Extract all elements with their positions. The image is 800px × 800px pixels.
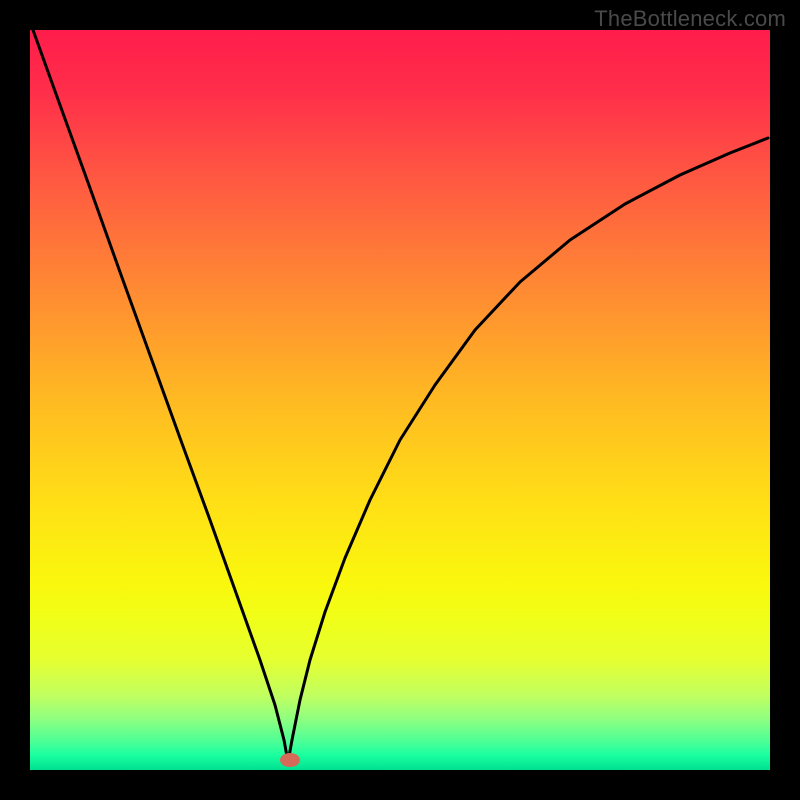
watermark-text: TheBottleneck.com — [594, 6, 786, 32]
chart-container: TheBottleneck.com — [0, 0, 800, 800]
bottleneck-chart — [0, 0, 800, 800]
plot-background — [30, 30, 770, 770]
minimum-marker — [280, 753, 300, 767]
